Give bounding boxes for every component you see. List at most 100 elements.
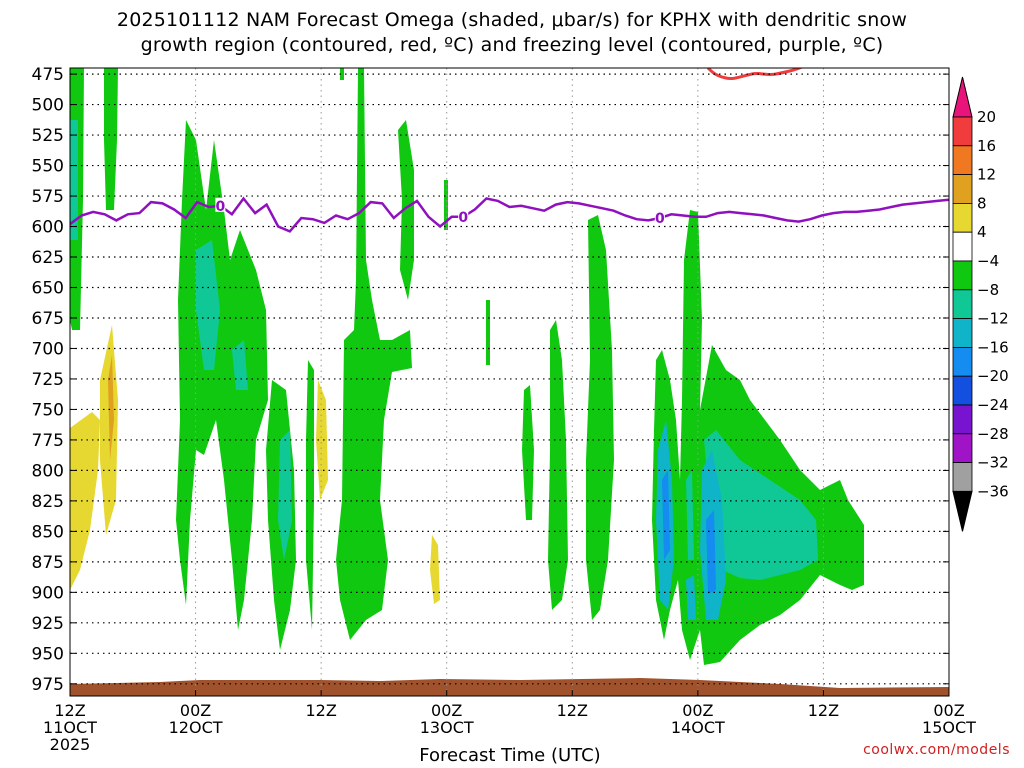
- colorbar-label: −20: [977, 367, 1009, 385]
- x-tick-label: 00Z: [933, 701, 964, 720]
- grid-lines: [69, 68, 950, 696]
- omega-area-yellow: [70, 412, 100, 590]
- y-tick-label: 825: [32, 492, 64, 512]
- y-tick-label: 525: [32, 126, 64, 146]
- x-tick-label: 00Z: [431, 701, 462, 720]
- y-tick-label: 500: [32, 96, 64, 116]
- y-tick-label: 925: [32, 614, 64, 634]
- colorbar-label: −16: [977, 338, 1009, 356]
- colorbar-swatch: [952, 202, 973, 233]
- y-tick-label: 550: [32, 157, 64, 177]
- plot-frame: [69, 67, 950, 697]
- colorbar-swatch: [952, 346, 973, 377]
- omega-area-green: [586, 215, 614, 620]
- colorbar-swatch: [952, 231, 973, 262]
- colorbar-label: 16: [977, 137, 996, 155]
- y-tick-label: 725: [32, 370, 64, 390]
- x-tick-label: 12Z: [54, 701, 85, 720]
- freezing-label-bg: [215, 197, 226, 212]
- credit-text: coolwx.com/models: [863, 742, 1010, 758]
- freezing-level-label: 0: [215, 199, 225, 215]
- omega-area-green: [652, 210, 864, 665]
- omega-area-cyan: [686, 575, 696, 620]
- y-tick-label: 475: [32, 65, 64, 85]
- omega-area-green: [176, 120, 268, 630]
- omega-area-orange: [108, 355, 114, 460]
- freezing-label-bg: [654, 209, 665, 224]
- y-tick-label: 600: [32, 218, 64, 238]
- colorbar-label: −36: [977, 482, 1009, 500]
- colorbar-top-arrow: [952, 76, 973, 118]
- y-tick-label: 625: [32, 248, 64, 268]
- y-tick-label: 575: [32, 187, 64, 207]
- ground-terrain: [70, 678, 949, 696]
- omega-area-teal: [704, 430, 818, 580]
- chart-title-line1: 2025101112 NAM Forecast Omega (shaded, μ…: [116, 9, 908, 31]
- colorbar-label: −24: [977, 396, 1009, 414]
- freezing-level-labels: 0 0 0: [215, 197, 665, 227]
- x-tick-label: 00Z: [682, 701, 713, 720]
- x-tick-label: 12Z: [808, 701, 839, 720]
- omega-area-green: [104, 68, 118, 210]
- omega-area-teal: [196, 240, 220, 370]
- x-tick-label: 2025: [50, 735, 91, 754]
- colorbar-label: −32: [977, 454, 1009, 472]
- freezing-level-label: 0: [458, 210, 468, 226]
- chart-title-line2: growth region (contoured, red, ºC) and f…: [140, 34, 884, 56]
- omega-area-green: [336, 68, 412, 640]
- freezing-label-bg: [458, 208, 469, 223]
- colorbar-swatch: [952, 375, 973, 406]
- colorbar-label: 8: [977, 194, 987, 212]
- colorbar-swatch: [952, 289, 973, 319]
- omega-area-teal: [278, 430, 292, 560]
- y-tick-label: 975: [32, 675, 64, 695]
- omega-area-green: [522, 385, 534, 520]
- omega-area-yellow: [430, 535, 440, 604]
- y-tick-label: 900: [32, 583, 64, 603]
- y-axis: 475 500 525 550 575 600 625 650 675 700 725 750 775 8…: [32, 65, 949, 695]
- colorbar-bottom-arrow: [952, 490, 973, 532]
- x-tick-label: 13OCT: [420, 718, 474, 737]
- omega-area-green: [398, 120, 414, 300]
- y-tick-label: 850: [32, 522, 64, 542]
- omega-area-teal: [686, 470, 694, 560]
- freezing-level-label: 0: [655, 211, 665, 227]
- colorbar: 20 16 12 8 4 −4 −8 −12 −16 −20 −24 −28 −32 −36: [952, 76, 1009, 532]
- colorbar-label: −28: [977, 425, 1009, 443]
- x-tick-label: 11OCT: [43, 718, 97, 737]
- omega-area-blue: [662, 470, 670, 560]
- y-tick-label: 700: [32, 339, 64, 359]
- omega-area-yellow: [100, 325, 118, 535]
- colorbar-label: −12: [977, 310, 1009, 328]
- y-tick-label: 800: [32, 461, 64, 481]
- x-tick-label: 00Z: [180, 701, 211, 720]
- y-tick-label: 775: [32, 431, 64, 451]
- omega-area-green: [306, 360, 314, 630]
- x-axis-title: Forecast Time (UTC): [419, 745, 601, 766]
- omega-area-teal: [70, 120, 78, 240]
- x-tick-label: 12OCT: [169, 718, 223, 737]
- x-tick-label: 14OCT: [671, 718, 725, 737]
- colorbar-swatch: [952, 462, 973, 492]
- colorbar-swatch: [952, 145, 973, 176]
- colorbar-swatch: [952, 174, 973, 204]
- y-tick-label: 650: [32, 278, 64, 298]
- colorbar-label: 20: [977, 108, 996, 126]
- colorbar-swatch: [952, 260, 973, 291]
- omega-shading: [70, 68, 864, 665]
- colorbar-label: −4: [977, 252, 999, 270]
- y-tick-label: 950: [32, 644, 64, 664]
- x-tick-label: 12Z: [305, 701, 336, 720]
- y-tick-label: 675: [32, 309, 64, 329]
- colorbar-swatch: [952, 318, 973, 348]
- y-tick-label: 750: [32, 400, 64, 420]
- colorbar-swatch: [952, 404, 973, 435]
- x-tick-label: 12Z: [557, 701, 588, 720]
- x-tick-label: 15OCT: [922, 718, 976, 737]
- colorbar-label: 12: [977, 166, 996, 184]
- omega-area-green: [548, 320, 568, 610]
- colorbar-swatch: [952, 116, 973, 147]
- omega-area-teal: [232, 340, 248, 390]
